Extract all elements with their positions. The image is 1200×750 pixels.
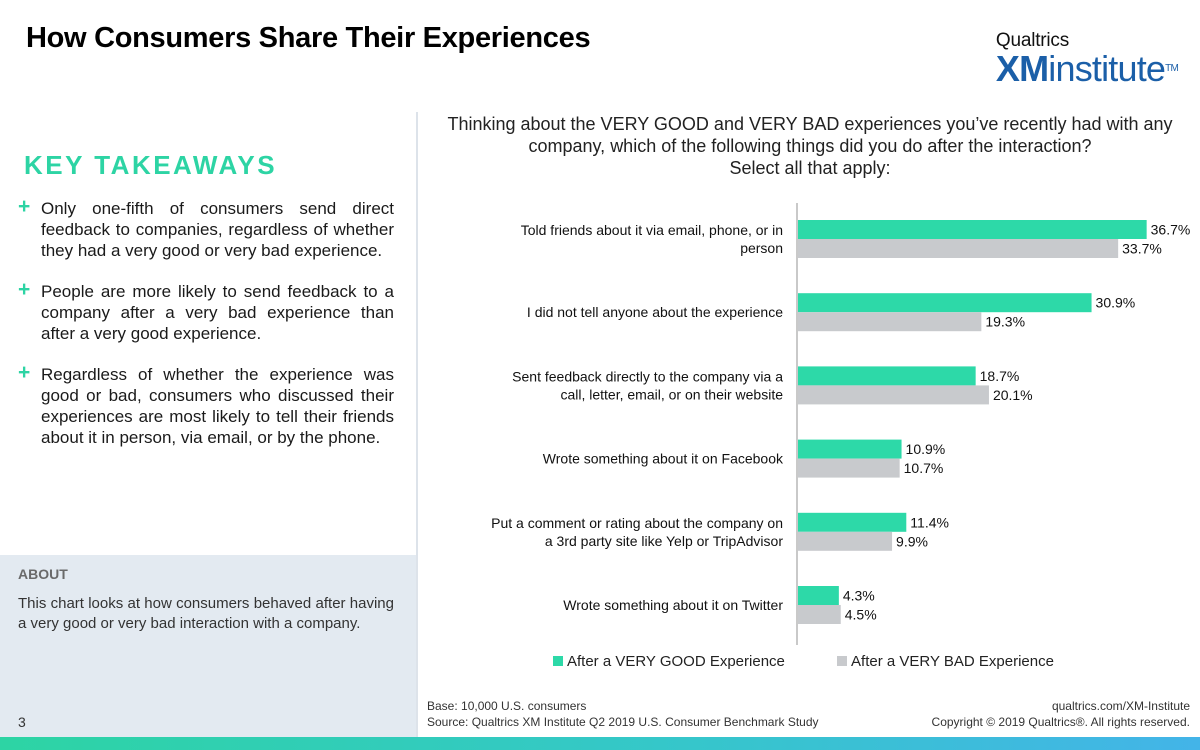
bar-good-3 xyxy=(798,439,902,459)
value-label-bad-5: 4.5% xyxy=(845,607,877,623)
category-label-4: Put a comment or rating about the compan… xyxy=(491,515,783,531)
category-label-4: a 3rd party site like Yelp or TripAdviso… xyxy=(545,533,783,549)
chart-legend: After a VERY GOOD Experience After a VER… xyxy=(553,653,1102,670)
bar-bad-0 xyxy=(798,239,1119,258)
question-line: company, which of the following things d… xyxy=(528,136,1092,156)
value-label-good-5: 4.3% xyxy=(843,588,875,604)
category-label-3: Wrote something about it on Facebook xyxy=(543,451,784,467)
bar-chart: 36.7% 33.7% Told friends about it via emai… xyxy=(491,203,1190,645)
footer-credits: qualtrics.com/XM-Institute Copyright © 2… xyxy=(932,698,1190,730)
category-label-2: Sent feedback directly to the company vi… xyxy=(512,368,783,384)
bar-good-0 xyxy=(798,220,1147,239)
category-label-2: call, letter, email, or on their website xyxy=(560,386,783,402)
bar-good-5 xyxy=(798,586,839,605)
question-line: Select all that apply: xyxy=(729,158,891,178)
page-title: How Consumers Share Their Experiences xyxy=(26,22,591,54)
logo-xm-text: XM xyxy=(995,48,1049,89)
category-label-5: Wrote something about it on Twitter xyxy=(563,597,783,613)
footer-url: qualtrics.com/XM-Institute xyxy=(1051,699,1190,713)
category-label-0: person xyxy=(740,240,783,256)
category-label-0: Told friends about it via email, phone, … xyxy=(521,222,783,238)
value-label-good-0: 36.7% xyxy=(1151,222,1190,238)
question-line: Thinking about the VERY GOOD and VERY BA… xyxy=(447,114,1173,134)
plus-icon: + xyxy=(18,195,31,218)
key-takeaways-heading: KEY TAKEAWAYS xyxy=(24,150,278,180)
logo-trademark: TM xyxy=(1165,63,1179,74)
bar-bad-5 xyxy=(798,605,841,624)
value-label-bad-4: 9.9% xyxy=(896,533,928,549)
about-label: ABOUT xyxy=(18,566,68,582)
panel-divider xyxy=(416,112,418,737)
bar-bad-1 xyxy=(798,312,982,332)
legend-label-bad: After a VERY BAD Experience xyxy=(851,653,1054,670)
bar-good-2 xyxy=(798,366,976,386)
value-label-good-2: 18.7% xyxy=(980,368,1020,384)
legend-label-good: After a VERY GOOD Experience xyxy=(567,653,785,670)
legend-swatch-bad xyxy=(837,656,848,666)
value-label-bad-0: 33.7% xyxy=(1122,241,1162,257)
legend-item-bad: After a VERY BAD Experience xyxy=(837,653,1054,670)
footer-base: Base: 10,000 U.S. consumers xyxy=(427,699,587,713)
category-label-1: I did not tell anyone about the experien… xyxy=(527,304,783,320)
bar-bad-3 xyxy=(798,458,900,478)
bar-bad-2 xyxy=(798,385,989,405)
logo-institute-text: institute xyxy=(1048,48,1166,89)
takeaway-item: + Regardless of whether the experience w… xyxy=(18,361,394,448)
survey-question: Thinking about the VERY GOOD and VERY BA… xyxy=(430,113,1190,179)
bar-good-4 xyxy=(798,512,907,532)
key-takeaways-list: + Only one-fifth of consumers send direc… xyxy=(18,195,394,468)
value-label-bad-2: 20.1% xyxy=(993,387,1033,403)
bar-bad-4 xyxy=(798,531,893,551)
legend-item-good: After a VERY GOOD Experience xyxy=(553,653,785,670)
value-label-bad-1: 19.3% xyxy=(985,314,1025,330)
footer-source-text: Source: Qualtrics XM Institute Q2 2019 U… xyxy=(427,715,819,729)
bottom-gradient-bar xyxy=(0,737,1200,750)
bar-good-1 xyxy=(798,293,1092,313)
takeaway-item: + People are more likely to send feedbac… xyxy=(18,278,394,344)
legend-swatch-good xyxy=(553,656,563,666)
value-label-good-1: 30.9% xyxy=(1096,295,1136,311)
takeaway-item: + Only one-fifth of consumers send direc… xyxy=(18,195,394,261)
takeaway-text: Only one-fifth of consumers send direct … xyxy=(41,199,394,260)
value-label-good-3: 10.9% xyxy=(906,441,946,457)
about-text: This chart looks at how consumers behave… xyxy=(18,595,394,632)
plus-icon: + xyxy=(18,361,31,384)
plus-icon: + xyxy=(18,278,31,301)
about-panel: ABOUT This chart looks at how consumers … xyxy=(0,555,416,737)
page-number: 3 xyxy=(18,714,26,730)
logo-xm-institute: XMinstituteTM xyxy=(996,51,1179,87)
takeaway-text: People are more likely to send feedback … xyxy=(41,282,394,343)
logo-qualtrics-text: Qualtrics xyxy=(995,30,1070,51)
value-label-good-4: 11.4% xyxy=(910,514,949,530)
takeaway-text: Regardless of whether the experience was… xyxy=(41,365,394,447)
footer-copyright: Copyright © 2019 Qualtrics®. All rights … xyxy=(931,715,1190,729)
value-label-bad-3: 10.7% xyxy=(904,460,944,476)
footer-source: Base: 10,000 U.S. consumers Source: Qual… xyxy=(427,698,819,730)
qualtrics-xm-institute-logo: Qualtrics XMinstituteTM xyxy=(995,30,1179,87)
